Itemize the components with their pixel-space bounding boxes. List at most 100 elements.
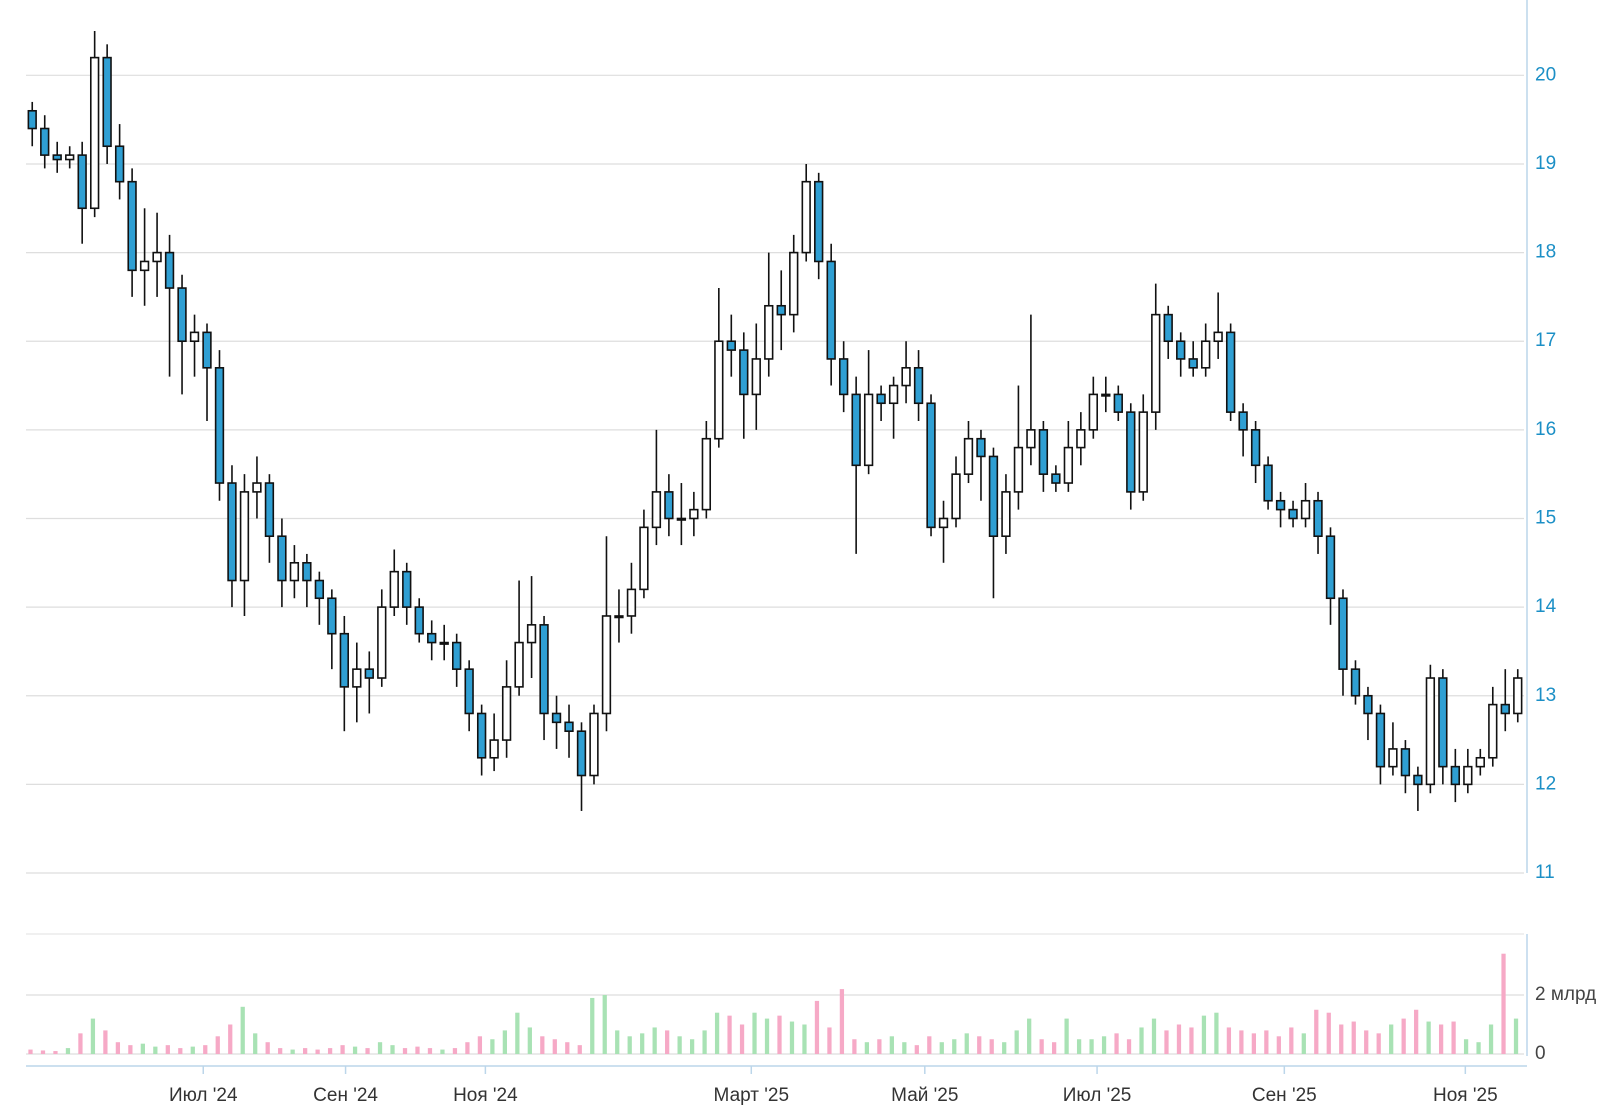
volume-bar [1014,1030,1019,1054]
candle-body [1475,756,1485,768]
candle-body [1463,765,1473,786]
volume-bar [1214,1012,1219,1054]
candle-body [1288,508,1298,520]
volume-bar [352,1046,358,1054]
candle-body [452,641,462,670]
volume-bar [340,1045,345,1054]
volume-tick-label: 0 [1535,1043,1546,1064]
candle-body [501,686,512,741]
volume-bar [315,1049,320,1054]
candle-body [1513,677,1523,715]
candle-body [551,712,562,724]
candle-body [177,287,187,343]
volume-bar [527,1027,532,1054]
volume-bar [1276,1036,1281,1054]
volume-bar [714,1012,720,1054]
candle-body [1088,393,1098,431]
y-tick-label: 13 [1535,685,1556,706]
volume-bar [1451,1021,1456,1054]
candle-body [476,712,487,759]
candle-body [1138,411,1148,493]
volume-bar [1376,1033,1381,1054]
candle-body [676,517,687,521]
volume-bar [65,1048,71,1054]
volume-bar [1351,1021,1356,1054]
candle-body [888,384,899,405]
candle-body [277,535,287,582]
candle-body [1400,748,1411,777]
candle-body [1488,703,1498,759]
candle-body [814,180,824,263]
candle-body [202,331,212,369]
candle-body [651,491,662,529]
volume-bar [964,1033,969,1054]
volume-bar [1301,1033,1306,1054]
candle-body [389,570,399,608]
candle-body [227,482,237,582]
candle-body [1375,712,1386,768]
candle-body [1151,313,1161,413]
volume-bar [1189,1027,1194,1054]
volume-bar [427,1048,433,1054]
volume-bar [465,1042,470,1054]
volume-bar [827,1027,832,1054]
volume-bar [1414,1009,1419,1054]
candle-body [327,597,337,635]
volume-bar [1289,1027,1294,1054]
volume-bar [28,1049,33,1054]
candle-body [726,340,736,351]
candle-body [1063,446,1074,484]
volume-bar [1476,1042,1481,1054]
candle-body [626,588,637,617]
candle-body [127,180,137,272]
volume-bar [1463,1039,1469,1054]
candle-body [264,482,275,538]
volume-bar [190,1046,195,1054]
candle-body [302,561,312,582]
volume-bar [839,989,845,1054]
candle-body [1213,331,1223,343]
candle-body [1176,340,1186,360]
candle-body [1225,331,1236,413]
volume-bar [677,1036,682,1054]
volume-bar [852,1039,857,1054]
volume-bar [90,1018,96,1054]
y-tick-label: 12 [1535,773,1556,794]
volume-bar [1513,1018,1519,1054]
candle-body [1238,411,1248,431]
candle-body [614,615,624,619]
candle-body [427,632,437,644]
volume-bar [153,1046,158,1054]
volume-bar [265,1042,270,1054]
candle-body [639,526,649,591]
volume-bar [278,1048,283,1054]
candle-body [1026,429,1036,449]
volume-bar [1364,1030,1369,1054]
candle-body [976,437,986,458]
volume-bar [1488,1024,1494,1054]
volume-bar [939,1042,944,1054]
volume-bar [689,1039,695,1054]
candle-body [439,641,449,645]
candle-body [377,606,387,679]
volume-bar [515,1012,520,1054]
candle-body [114,145,125,183]
y-tick-label: 20 [1535,64,1556,85]
volume-bar [140,1043,145,1054]
y-tick-label: 15 [1535,507,1556,528]
volume-bar [577,1045,582,1054]
volume-bar [228,1024,233,1054]
candle-body [239,491,250,582]
volume-bar [128,1045,133,1054]
x-tick-label: Июл '24 [169,1085,238,1105]
volume-bar [1264,1030,1269,1054]
y-tick-label: 11 [1535,862,1555,883]
candle-body [352,668,362,688]
volume-bar [789,1021,795,1054]
volume-bar [1251,1033,1256,1054]
candle-body [1013,446,1024,493]
candle-body [801,180,811,254]
candle-body [526,624,537,644]
candle-body [1275,499,1286,511]
volume-bar [1151,1018,1157,1054]
